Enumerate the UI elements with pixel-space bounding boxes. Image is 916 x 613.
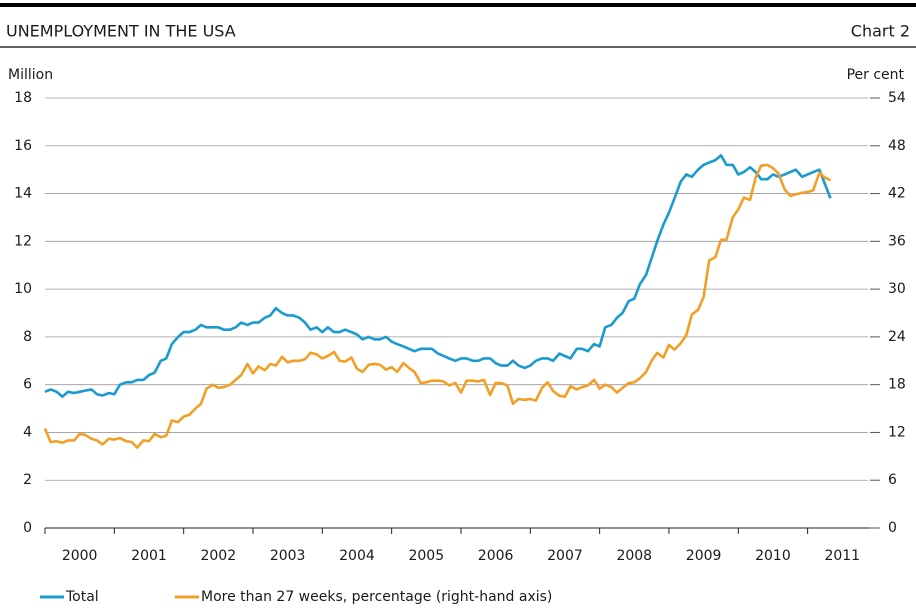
x-tick-label: 2010: [755, 548, 791, 564]
y2-tick-label: 12: [888, 424, 906, 440]
x-tick-label: 2005: [408, 548, 444, 564]
y2-tick-label: 36: [888, 233, 906, 249]
y2-tick-label: 54: [888, 90, 906, 106]
y2-axis-label: Per cent: [847, 67, 905, 83]
y-tick-label: 10: [14, 281, 32, 297]
y2-tick-label: 30: [888, 281, 906, 297]
y2-tick-label: 42: [888, 186, 906, 202]
y2-tick-label: 0: [888, 520, 897, 536]
y-tick-label: 18: [14, 90, 32, 106]
chart-title: UNEMPLOYMENT IN THE USA: [6, 22, 236, 41]
x-tick-label: 2001: [131, 548, 167, 564]
x-tick-label: 2004: [339, 548, 375, 564]
x-tick-label: 2007: [547, 548, 583, 564]
y-axis-label: Million: [8, 67, 53, 83]
x-tick-label: 2008: [616, 548, 652, 564]
y2-tick-label: 18: [888, 377, 906, 393]
y2-tick-label: 24: [888, 329, 906, 345]
y-tick-label: 12: [14, 233, 32, 249]
x-tick-label: 2011: [824, 548, 860, 564]
y2-tick-label: 48: [888, 138, 906, 154]
chart-number: Chart 2: [851, 22, 910, 41]
y-tick-label: 6: [23, 377, 32, 393]
x-tick-label: 2009: [686, 548, 722, 564]
line-series: [43, 163, 831, 449]
y2-tick-label: 6: [888, 472, 897, 488]
y-tick-label: 8: [23, 329, 32, 345]
legend-label: More than 27 weeks, percentage (right-ha…: [201, 589, 552, 605]
y-tick-label: 4: [23, 424, 32, 440]
line-series: [44, 154, 832, 398]
legend-label: Total: [65, 589, 99, 605]
x-tick-label: 2003: [270, 548, 306, 564]
x-tick-label: 2006: [478, 548, 514, 564]
x-tick-label: 2000: [62, 548, 98, 564]
y-tick-label: 16: [14, 138, 32, 154]
y-tick-label: 2: [23, 472, 32, 488]
y-tick-label: 14: [14, 186, 32, 202]
top-rule: [0, 3, 916, 7]
y-tick-label: 0: [23, 520, 32, 536]
x-tick-label: 2002: [200, 548, 236, 564]
